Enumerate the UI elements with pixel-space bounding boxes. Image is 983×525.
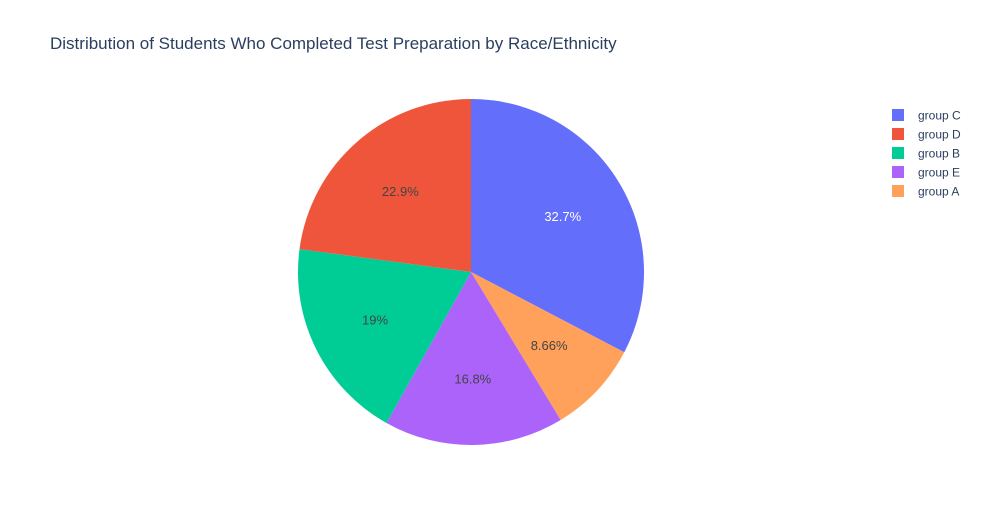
- slice-label-group-d: 22.9%: [382, 184, 419, 199]
- legend: group C group D group B group E group A: [892, 109, 961, 199]
- pie-slices: [297, 98, 644, 445]
- legend-item-group-d[interactable]: group D: [892, 128, 961, 142]
- pie-labels: 32.7% 8.66% 16.8% 19% 22.9%: [362, 184, 582, 387]
- pie-slice-group-c[interactable]: [471, 99, 644, 353]
- slice-label-group-c: 32.7%: [544, 209, 581, 224]
- legend-swatch: [892, 109, 904, 121]
- legend-label: group A: [918, 185, 959, 199]
- legend-swatch: [892, 185, 904, 197]
- chart-title: Distribution of Students Who Completed T…: [50, 34, 617, 53]
- legend-label: group E: [918, 166, 960, 180]
- pie-slice-group-d[interactable]: [299, 98, 471, 272]
- legend-label: group D: [918, 128, 961, 142]
- pie-slice-group-a[interactable]: [471, 272, 625, 420]
- slice-label-group-e: 16.8%: [454, 372, 491, 387]
- legend-item-group-e[interactable]: group E: [892, 166, 960, 180]
- slice-label-group-a: 8.66%: [531, 338, 568, 353]
- pie-slice-group-e[interactable]: [386, 272, 561, 445]
- legend-item-group-c[interactable]: group C: [892, 109, 961, 123]
- legend-item-group-a[interactable]: group A: [892, 185, 959, 199]
- legend-swatch: [892, 166, 904, 178]
- pie-slice-group-b[interactable]: [297, 249, 471, 423]
- legend-label: group B: [918, 147, 960, 161]
- legend-label: group C: [918, 109, 961, 123]
- slice-label-group-b: 19%: [362, 312, 388, 327]
- legend-item-group-b[interactable]: group B: [892, 147, 960, 161]
- legend-swatch: [892, 147, 904, 159]
- legend-swatch: [892, 128, 904, 140]
